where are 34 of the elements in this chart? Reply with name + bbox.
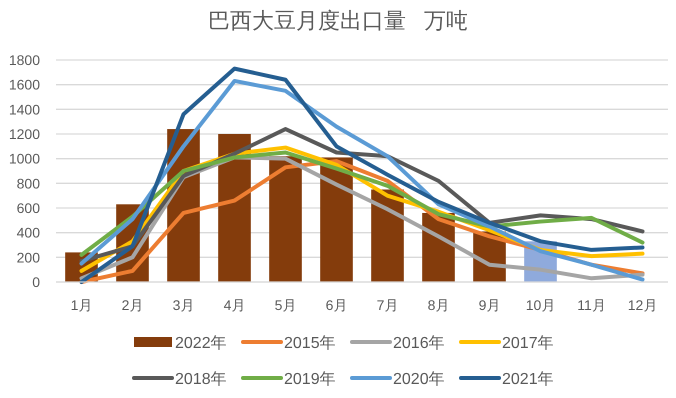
y-tick-label: 1600 bbox=[8, 76, 40, 93]
y-tick-label: 1200 bbox=[8, 126, 40, 142]
legend-label: 2019年 bbox=[284, 371, 336, 388]
legend-label: 2018年 bbox=[175, 371, 227, 388]
legend-label: 2017年 bbox=[502, 335, 554, 352]
legend-label: 2022年 bbox=[175, 335, 227, 352]
x-tick-label: 12月 bbox=[628, 297, 658, 313]
bar bbox=[269, 156, 302, 282]
y-tick-label: 800 bbox=[16, 175, 40, 192]
x-tick-label: 1月 bbox=[70, 297, 92, 313]
x-tick-label: 9月 bbox=[478, 297, 500, 313]
y-tick-label: 1400 bbox=[8, 101, 40, 118]
y-tick-label: 600 bbox=[16, 200, 40, 216]
x-tick-label: 2月 bbox=[122, 297, 144, 313]
bar bbox=[218, 134, 251, 282]
legend-label: 2015年 bbox=[284, 335, 336, 352]
y-tick-label: 0 bbox=[32, 274, 40, 290]
y-tick-label: 1000 bbox=[8, 150, 40, 167]
x-tick-label: 3月 bbox=[172, 297, 194, 313]
x-tick-label: 5月 bbox=[274, 297, 296, 313]
x-tick-label: 11月 bbox=[577, 297, 606, 313]
x-tick-label: 4月 bbox=[224, 297, 246, 313]
x-tick-label: 8月 bbox=[428, 297, 450, 313]
x-tick-label: 7月 bbox=[376, 297, 398, 313]
x-tick-label: 6月 bbox=[326, 297, 348, 313]
chart-title: 巴西大豆月度出口量 万吨 bbox=[208, 8, 468, 33]
line-series bbox=[80, 150, 644, 257]
y-tick-label: 400 bbox=[16, 224, 40, 241]
y-tick-label: 1800 bbox=[8, 52, 40, 68]
legend-label: 2021年 bbox=[502, 371, 554, 388]
x-tick-label: 10月 bbox=[526, 297, 556, 313]
legend-label: 2020年 bbox=[393, 371, 445, 388]
y-tick-label: 200 bbox=[16, 249, 40, 266]
legend-label: 2016年 bbox=[393, 335, 445, 352]
